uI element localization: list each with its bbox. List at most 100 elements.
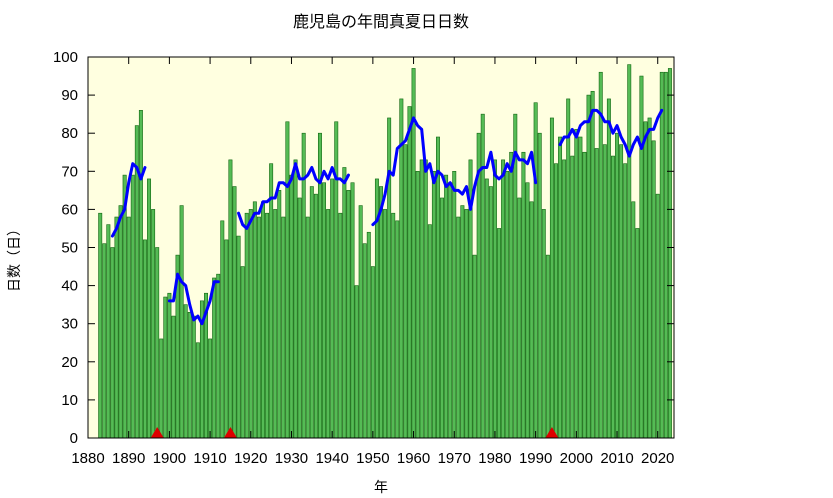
bar-1964 (427, 224, 432, 439)
bar-1992 (541, 209, 546, 439)
bar-2014 (631, 201, 636, 439)
bar-1984 (509, 151, 514, 439)
x-axis: 1880 1890 1900 1910 1920 1930 1940 1950 1960 1970… (71, 57, 674, 467)
x-tick-label-1960: 1960 (397, 450, 430, 467)
bar-1893 (138, 110, 143, 439)
bar-1998 (566, 98, 571, 439)
bar-1923 (261, 201, 265, 439)
bar-2022 (663, 71, 668, 439)
bar-2021 (659, 71, 664, 439)
bar-1953 (383, 209, 388, 439)
bar-1947 (358, 205, 363, 439)
bar-1978 (484, 178, 489, 439)
bar-1910 (208, 338, 213, 439)
bar-2002 (582, 151, 587, 439)
bar-1959 (407, 106, 412, 439)
bar-1905 (187, 311, 192, 439)
bar-1950 (370, 266, 375, 439)
bar-1927 (277, 190, 282, 439)
x-tick-label-2010: 2010 (600, 450, 633, 467)
bar-1957 (399, 98, 404, 439)
bar-1981 (497, 228, 501, 439)
y-tick-label-30: 30 (61, 316, 78, 333)
bar-1929 (285, 121, 290, 439)
bar-1900 (167, 292, 172, 439)
bar-1948 (362, 243, 367, 439)
bar-2000 (574, 129, 579, 439)
y-axis-label: 日数（日） (7, 222, 23, 292)
x-tick-label-2020: 2020 (641, 450, 674, 467)
bar-1912 (216, 273, 221, 439)
bar-1898 (159, 338, 164, 439)
bar-1977 (480, 113, 485, 439)
bar-2018 (647, 117, 652, 439)
bar-2007 (602, 144, 607, 439)
bar-1934 (305, 216, 310, 439)
bar-1911 (212, 277, 217, 439)
bar-1997 (562, 159, 567, 439)
bar-1971 (456, 216, 461, 439)
bar-2012 (623, 163, 628, 439)
moving-average-group (110, 108, 664, 326)
bar-1921 (252, 201, 257, 439)
x-tick-label-1910: 1910 (193, 450, 226, 467)
y-tick-label-60: 60 (61, 201, 78, 218)
x-tick-label-1880: 1880 (71, 450, 104, 467)
moving-average-line-5 (558, 108, 664, 158)
bar-1924 (265, 212, 270, 439)
y-axis: 0 10 20 30 40 50 60 70 80 90 100 (53, 49, 674, 447)
bar-2005 (594, 148, 599, 439)
bar-1935 (309, 186, 314, 439)
bar-1903 (179, 205, 184, 439)
bar-1941 (334, 121, 339, 439)
bar-2006 (598, 71, 603, 439)
bar-1907 (195, 342, 200, 439)
y-tick-label-20: 20 (61, 354, 78, 371)
moving-average-line-3 (237, 162, 350, 230)
bar-2016 (639, 75, 644, 439)
y-tick-label-0: 0 (70, 430, 78, 447)
bar-1891 (130, 174, 135, 439)
bar-1895 (147, 178, 152, 439)
bar-1913 (220, 220, 225, 439)
x-axis-label: 年 (374, 480, 388, 496)
bar-1944 (346, 190, 351, 439)
bar-1990 (533, 102, 538, 439)
x-tick-label-1990: 1990 (519, 450, 552, 467)
bar-1940 (330, 178, 335, 439)
bar-1931 (293, 159, 298, 439)
bar-2001 (578, 136, 583, 439)
y-tick-label-40: 40 (61, 278, 78, 295)
bar-1897 (155, 247, 160, 439)
bar-1988 (525, 182, 530, 439)
y-tick-label-80: 80 (61, 125, 78, 142)
bar-2010 (615, 132, 619, 439)
y-tick-label-50: 50 (61, 240, 78, 257)
bar-1920 (248, 209, 253, 439)
chart-title: 鹿児島の年間真夏日日数 (293, 12, 469, 31)
bar-1962 (419, 159, 424, 439)
bar-1919 (244, 212, 249, 439)
bar-1918 (240, 266, 245, 439)
bar-2017 (643, 121, 648, 439)
bar-1987 (521, 151, 526, 439)
bar-1989 (529, 201, 534, 439)
bar-1949 (366, 231, 371, 439)
bar-1955 (391, 212, 396, 439)
bar-1884 (102, 243, 107, 439)
bar-1938 (322, 182, 326, 439)
bar-1961 (415, 171, 420, 439)
bar-1982 (501, 159, 506, 439)
bar-1986 (517, 197, 522, 439)
bar-1966 (435, 136, 440, 439)
bar-1894 (143, 239, 147, 439)
bar-1995 (554, 163, 558, 439)
bar-2004 (590, 90, 595, 439)
bar-1954 (387, 117, 392, 439)
bar-1983 (505, 171, 510, 439)
bar-1991 (537, 132, 542, 439)
bar-1926 (273, 209, 278, 439)
bar-1956 (395, 220, 400, 439)
y-tick-label-10: 10 (61, 392, 78, 409)
